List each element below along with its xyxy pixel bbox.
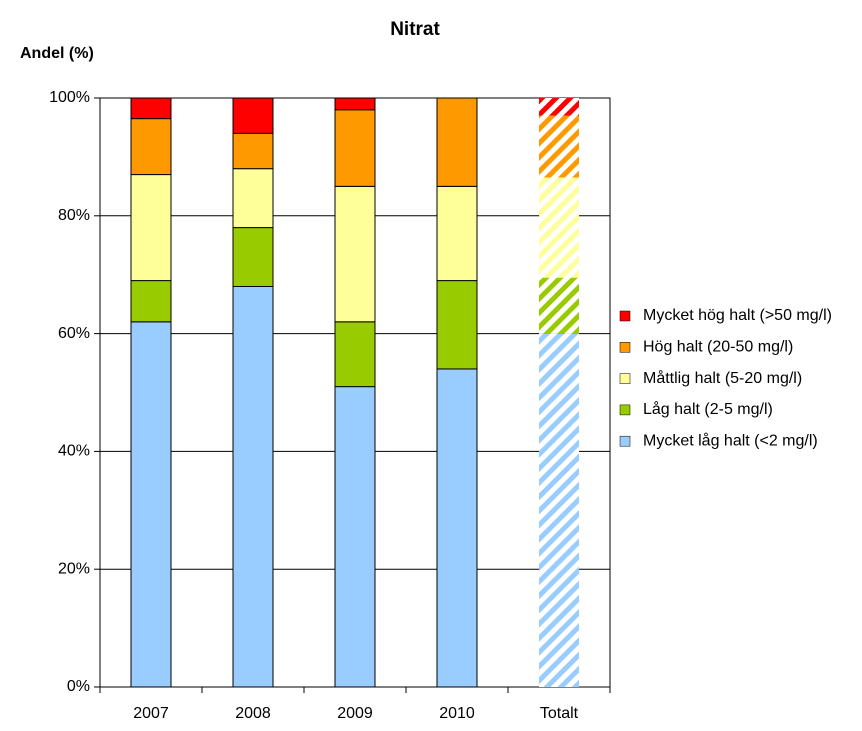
- legend-swatch: [619, 310, 631, 322]
- x-tick-label: 2010: [439, 705, 475, 722]
- legend-swatch: [619, 435, 631, 447]
- y-tick-label: 20%: [58, 560, 90, 577]
- legend-label: Låg halt (2-5 mg/l): [643, 400, 773, 418]
- bar-segment: [232, 227, 274, 287]
- legend-swatch: [619, 404, 631, 416]
- y-tick-label: 80%: [58, 207, 90, 224]
- chart-title: Nitrat: [390, 19, 440, 40]
- bar-segment: [232, 132, 274, 170]
- legend-label: Mycket hög halt (>50 mg/l): [643, 307, 832, 324]
- bar-segment: [334, 185, 376, 323]
- y-axis-label: Andel (%): [20, 45, 94, 62]
- bar-segment: [232, 285, 274, 688]
- bar-segment: [334, 109, 376, 187]
- legend-label: Mycket låg halt (<2 mg/l): [643, 431, 818, 449]
- y-tick-label: 100%: [49, 89, 90, 106]
- legend-swatch: [619, 342, 631, 353]
- bar-segment: [539, 98, 579, 116]
- x-tick-label: 2008: [235, 705, 271, 722]
- bar-segment: [130, 321, 172, 688]
- bar-segment: [232, 97, 274, 134]
- legend-swatch: [619, 373, 631, 384]
- bar-segment: [232, 168, 274, 229]
- legend-label: Måttlig halt (5-20 mg/l): [643, 369, 802, 387]
- bar-segment: [436, 97, 478, 187]
- bar-segment: [539, 277, 579, 334]
- x-tick-label: Totalt: [540, 705, 579, 722]
- bar-segment: [539, 115, 579, 178]
- bar-segment: [130, 174, 172, 282]
- bar-segment: [436, 185, 478, 282]
- bar-segment: [334, 321, 376, 388]
- bar-segment: [130, 97, 172, 120]
- bar-segment: [334, 386, 376, 688]
- y-tick-label: 40%: [58, 443, 90, 460]
- legend-label: Hög halt (20-50 mg/l): [643, 339, 793, 356]
- x-tick-label: 2009: [337, 705, 373, 722]
- bar-segment: [436, 280, 478, 370]
- x-tick-label: 2007: [133, 705, 169, 722]
- bar-segment: [334, 97, 376, 111]
- y-tick-label: 0%: [67, 678, 90, 695]
- bar-segment: [539, 333, 579, 687]
- bar-segment: [130, 280, 172, 323]
- bar-segment: [130, 118, 172, 176]
- bar-segment: [539, 177, 579, 278]
- y-tick-label: 60%: [58, 325, 90, 342]
- bar-segment: [436, 368, 478, 688]
